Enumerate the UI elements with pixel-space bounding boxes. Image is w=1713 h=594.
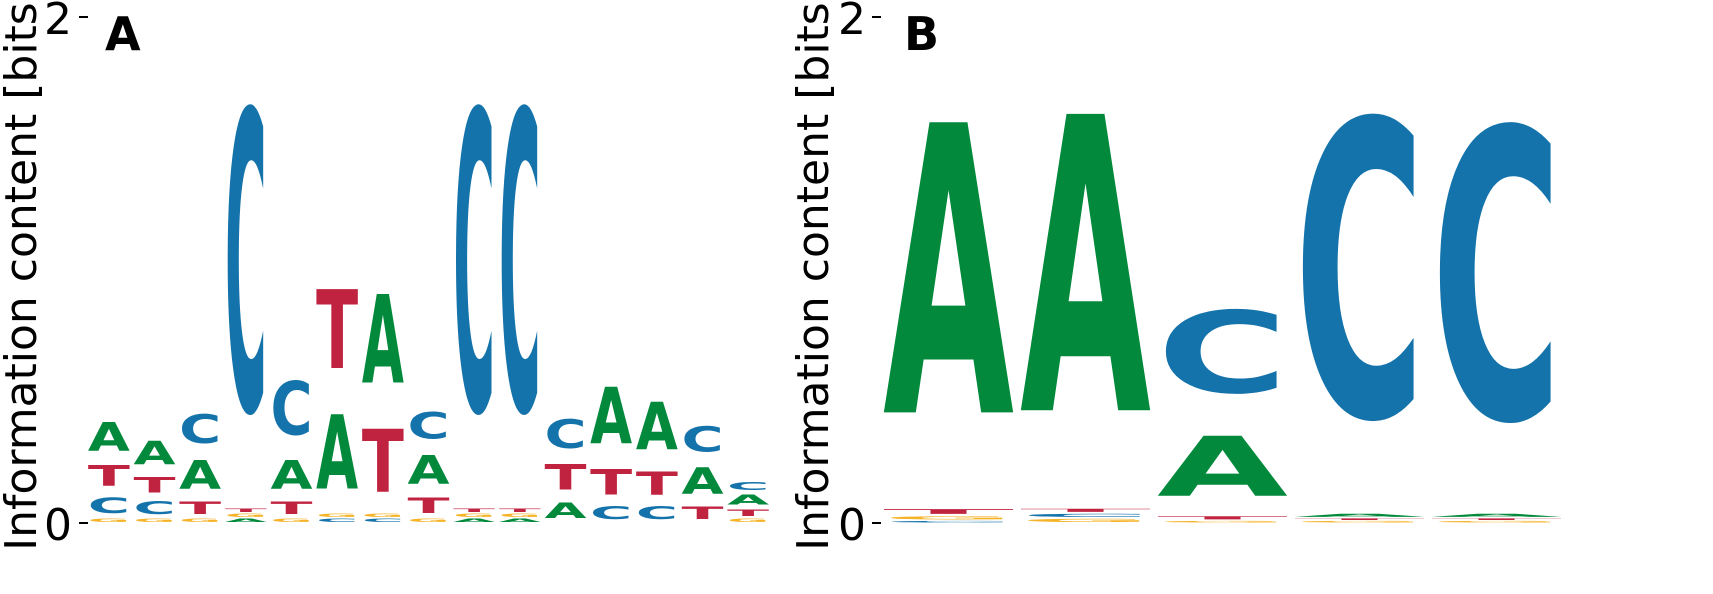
logo-letter-c: C <box>316 518 358 523</box>
logo-letter-c: C <box>499 30 541 508</box>
y-tick-label-a-top: 2 <box>44 0 72 45</box>
logo-letter-a: A <box>225 518 267 523</box>
y-tick-label-b-top: 2 <box>838 0 866 45</box>
logo-letter-a: A <box>883 44 1015 507</box>
logo-letter-c: C <box>88 493 130 518</box>
logo-letter-c: C <box>681 420 723 460</box>
logo-letter-c: C <box>453 30 495 508</box>
logo-letter-t: T <box>362 411 404 512</box>
logo-letter-g: G <box>1431 520 1562 523</box>
logo-letter-g: G <box>316 513 358 518</box>
logo-letter-a: A <box>590 372 632 462</box>
logo-letter-t: T <box>407 493 450 518</box>
logo-letter-a: A <box>362 272 404 413</box>
logo-letter-c: C <box>1157 289 1288 419</box>
y-tick-label-b-bottom: 0 <box>838 500 866 551</box>
logo-letter-g: G <box>727 518 769 523</box>
logo-letter-t: T <box>1157 515 1288 520</box>
logo-letter-t: T <box>681 503 723 523</box>
logo-letter-a: A <box>1157 420 1288 515</box>
logo-letter-a: A <box>133 434 175 472</box>
logo-glyphs-a: GCTAGCTAGTACAGTCGTACCGATCGTAGTACAGTCAGTC… <box>88 30 770 523</box>
logo-letter-c: C <box>362 518 404 523</box>
logo-letter-c: C <box>636 503 678 523</box>
logo-letter-c: C <box>179 407 221 452</box>
logo-letter-t: T <box>1020 508 1151 513</box>
logo-letter-a: A <box>636 390 678 466</box>
logo-letter-a: A <box>316 395 358 514</box>
logo-letter-t: T <box>590 463 632 503</box>
logo-letter-a: A <box>499 518 541 523</box>
logo-letter-c: C <box>883 520 1014 523</box>
logo-letter-t: T <box>883 508 1014 516</box>
logo-letter-g: G <box>499 513 541 518</box>
logo-letter-t: T <box>133 472 176 497</box>
logo-letter-g: G <box>88 518 130 523</box>
logo-letter-a: A <box>1431 513 1562 518</box>
logo-letter-t: T <box>499 508 541 513</box>
logo-letter-g: G <box>270 518 312 523</box>
logo-letter-t: T <box>225 508 267 513</box>
logo-letter-t: T <box>453 508 495 513</box>
logo-letter-g: G <box>225 513 267 518</box>
logo-letter-a: A <box>88 415 131 460</box>
logo-letter-a: A <box>1020 34 1152 507</box>
logo-letter-g: G <box>1294 520 1425 523</box>
logo-letter-g: G <box>453 513 495 518</box>
logo-letter-a: A <box>727 493 770 508</box>
logo-letter-g: G <box>179 518 221 523</box>
logo-letter-c: C <box>544 412 586 457</box>
logo-letter-c: C <box>133 498 175 518</box>
logo-letter-t: T <box>316 267 358 394</box>
logo-letter-c: C <box>1020 513 1151 518</box>
logo-letter-t: T <box>179 498 221 518</box>
logo-letter-a: A <box>270 453 313 498</box>
logo-panel-a: A Information content [bits] 2 0 GCTAGCT… <box>0 0 770 551</box>
logo-letter-c: C <box>1431 48 1562 511</box>
logo-letter-a: A <box>544 498 586 523</box>
logo-letter-g: G <box>362 513 404 518</box>
logo-letter-c: C <box>727 480 769 493</box>
logo-letter-g: G <box>883 515 1014 520</box>
logo-letter-c: C <box>270 366 312 452</box>
logo-letter-a: A <box>453 518 495 523</box>
logo-letter-a: A <box>407 448 450 493</box>
logo-letter-t: T <box>1431 518 1562 521</box>
y-tick-label-a-bottom: 0 <box>44 500 72 551</box>
logo-letter-c: C <box>1294 40 1425 513</box>
logo-letter-a: A <box>1294 513 1425 518</box>
logo-panel-b: B Information content [bits] 2 0 CGTAGCT… <box>788 0 1562 551</box>
logo-letter-a: A <box>179 453 222 498</box>
logo-letter-t: T <box>636 465 679 503</box>
logo-letter-a: A <box>681 460 723 503</box>
logo-letter-c: C <box>407 405 449 448</box>
y-axis-label-b: Information content [bits] <box>788 0 839 551</box>
logo-letter-c: C <box>225 30 267 508</box>
logo-letter-g: G <box>133 518 175 523</box>
logo-letter-g: G <box>1157 520 1288 523</box>
y-axis-label-a: Information content [bits] <box>0 0 47 551</box>
panel-label-b: B <box>904 7 939 61</box>
logo-letter-t: T <box>1294 518 1425 521</box>
logo-letter-t: T <box>544 458 586 498</box>
logo-letter-t: T <box>88 461 130 493</box>
logo-letter-g: G <box>1020 518 1151 523</box>
logo-letter-g: G <box>407 518 449 523</box>
logo-letter-t: T <box>727 508 769 518</box>
panel-label-a: A <box>105 7 141 61</box>
logo-letter-c: C <box>590 503 632 523</box>
logo-letter-t: T <box>270 498 312 518</box>
